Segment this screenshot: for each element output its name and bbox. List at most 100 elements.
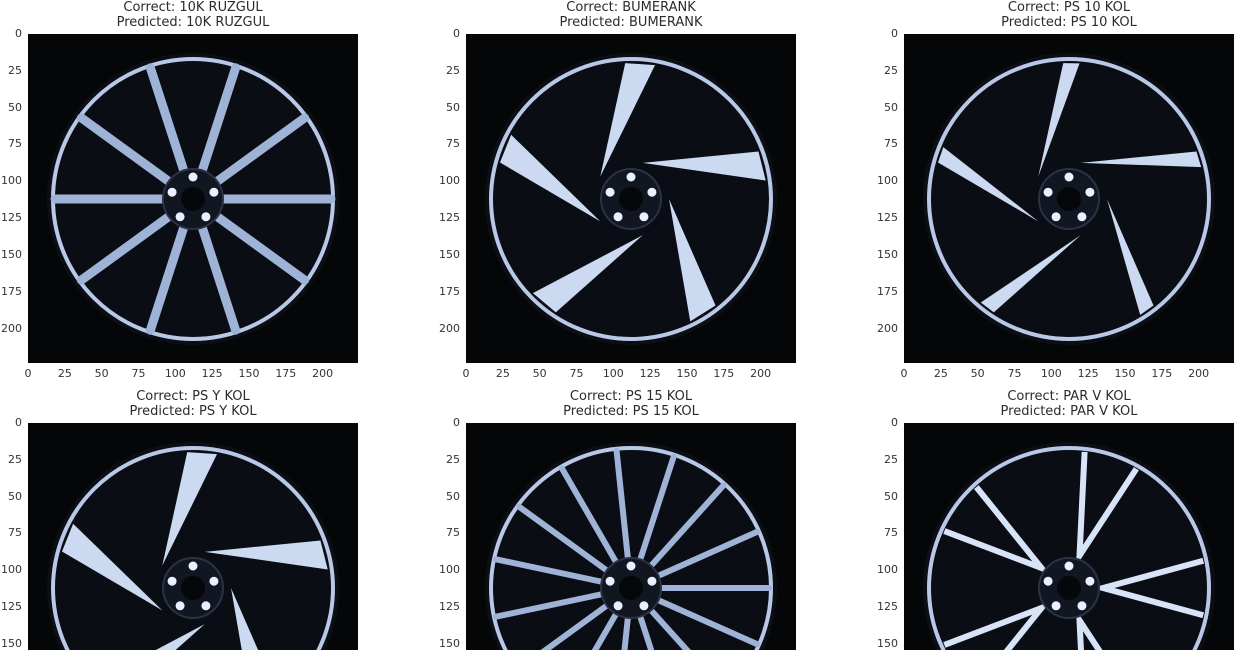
y-tick-label: 125 (877, 600, 898, 614)
y-tick-label: 75 (446, 137, 460, 151)
spoke (1091, 557, 1205, 619)
spoke (600, 63, 656, 177)
x-tick-label: 200 (312, 367, 334, 380)
spoke (937, 147, 1039, 222)
lug-nut (209, 187, 219, 197)
y-tick-label: 100 (439, 174, 460, 188)
y-tick-label: 50 (8, 100, 22, 114)
wheel-image (466, 423, 796, 650)
lug-nut (1043, 576, 1053, 586)
y-tick-label: 0 (15, 416, 22, 429)
y-tick-label: 125 (1, 211, 22, 225)
x-tick-label: 175 (1151, 367, 1173, 380)
predicted-label: Predicted: PS 10 KOL (1001, 15, 1137, 30)
y-tick-label: 150 (1, 247, 22, 261)
correct-label: Correct: PS Y KOL (136, 389, 250, 404)
x-tick-label: 125 (201, 367, 223, 380)
y-tick-label: 75 (8, 526, 22, 540)
spokes (937, 63, 1202, 315)
y-tick-label: 125 (439, 211, 460, 225)
x-tick-label: 125 (1077, 367, 1099, 380)
spoke (61, 523, 163, 611)
y-tick-label: 125 (877, 211, 898, 225)
lug-nut (175, 212, 185, 222)
spoke (1075, 609, 1103, 650)
x-tick-label: 125 (639, 367, 661, 380)
x-tick-label: 0 (24, 367, 32, 380)
x-tick-label: 200 (750, 367, 772, 380)
predicted-label: Predicted: PS Y KOL (129, 404, 257, 419)
y-tick-label: 25 (884, 452, 898, 466)
x-tick-label: 150 (676, 367, 698, 380)
lug-nut (188, 561, 198, 571)
y-tick-label: 50 (8, 489, 22, 503)
lug-nut (639, 212, 649, 222)
lug-nut (201, 601, 211, 611)
correct-label: Correct: BUMERANK (566, 0, 696, 15)
spoke (642, 151, 766, 181)
y-tick-label: 25 (884, 63, 898, 77)
correct-label: Correct: PS 15 KOL (569, 389, 693, 404)
spokes (499, 63, 766, 322)
y-tick-label: 50 (446, 489, 460, 503)
spoke (204, 540, 328, 570)
predicted-label: Predicted: PAR V KOL (1000, 404, 1138, 419)
y-tick-label: 0 (453, 416, 460, 429)
lug-nut (1064, 172, 1074, 182)
y-tick-label: 150 (877, 247, 898, 261)
predicted-label: Predicted: PS 15 KOL (563, 404, 699, 419)
y-tick-label: 100 (1, 563, 22, 577)
y-tick-label: 200 (439, 321, 460, 335)
x-tick-label: 200 (1188, 367, 1210, 380)
y-tick-label: 50 (446, 100, 460, 114)
spoke (532, 235, 643, 313)
spoke (669, 199, 716, 322)
y-tick-label: 200 (1, 321, 22, 335)
spoke (499, 134, 601, 222)
y-tick-label: 150 (439, 247, 460, 261)
lug-nut (1064, 561, 1074, 571)
x-tick-label: 175 (275, 367, 297, 380)
center-bore (181, 187, 205, 211)
y-tick-label: 0 (15, 27, 22, 40)
lug-nut (167, 187, 177, 197)
lug-nut (188, 172, 198, 182)
x-tick-label: 75 (569, 367, 584, 380)
lug-nut (1077, 212, 1087, 222)
wheel-image (466, 34, 796, 363)
spoke (162, 452, 218, 566)
lug-nut (1051, 601, 1061, 611)
x-tick-label: 50 (532, 367, 547, 380)
lug-nut (1043, 187, 1053, 197)
wheel-image (28, 423, 358, 650)
lug-nut (1051, 212, 1061, 222)
lug-nut (1085, 187, 1095, 197)
y-tick-label: 75 (884, 137, 898, 151)
y-tick-label: 50 (884, 489, 898, 503)
y-tick-label: 150 (877, 636, 898, 650)
x-tick-label: 100 (1040, 367, 1062, 380)
lug-nut (639, 601, 649, 611)
spoke (1038, 63, 1080, 177)
x-tick-label: 25 (57, 367, 72, 380)
y-tick-label: 100 (877, 174, 898, 188)
rim (927, 446, 1211, 650)
wheel-image (904, 34, 1234, 363)
x-tick-label: 100 (602, 367, 624, 380)
lug-nut (175, 601, 185, 611)
y-tick-label: 75 (446, 526, 460, 540)
lug-nut (626, 561, 636, 571)
lug-nut (1085, 576, 1095, 586)
spokes (943, 451, 1205, 650)
spoke (943, 601, 1051, 650)
x-tick-label: 25 (933, 367, 948, 380)
y-tick-label: 175 (877, 284, 898, 298)
wheel-image (28, 34, 358, 363)
y-tick-label: 175 (1, 284, 22, 298)
lug-nut (605, 187, 615, 197)
y-tick-label: 100 (439, 563, 460, 577)
spoke (980, 235, 1081, 313)
lug-nut (647, 187, 657, 197)
y-tick-label: 25 (8, 63, 22, 77)
wheel-image (904, 423, 1234, 650)
